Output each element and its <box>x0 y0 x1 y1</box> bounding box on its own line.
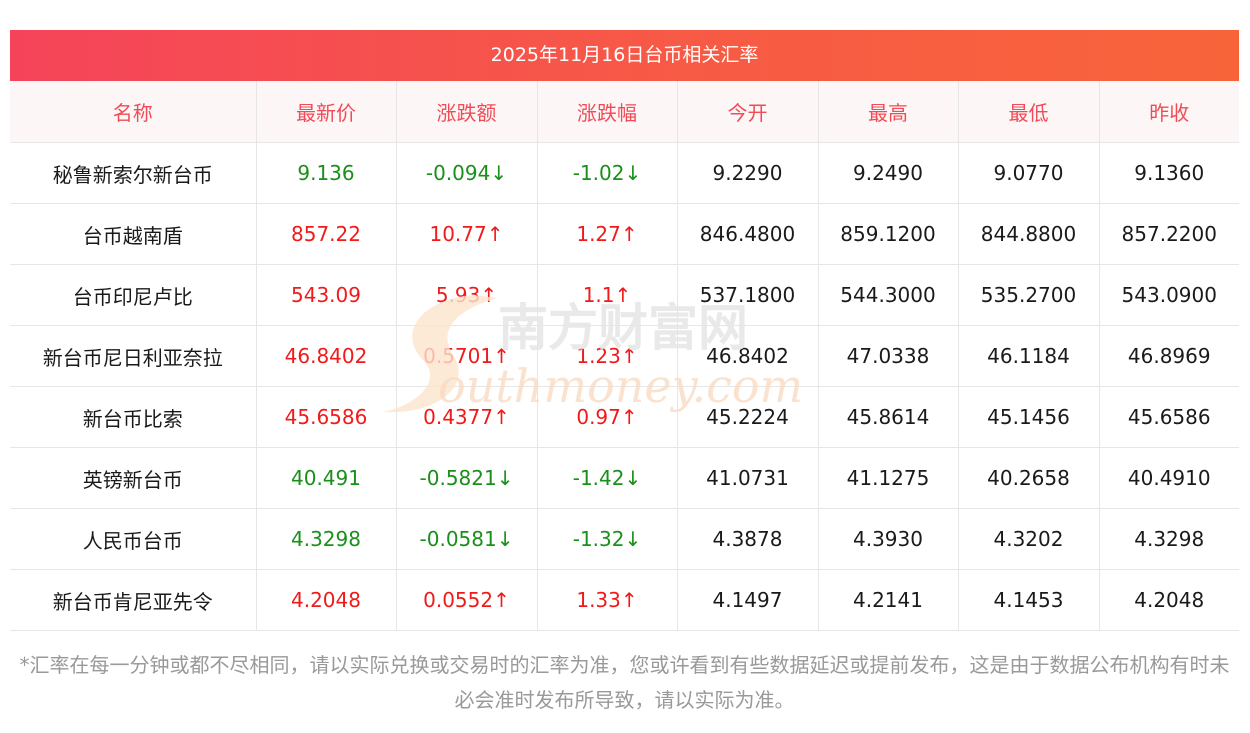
change-percent: 1.33↑ <box>537 569 678 631</box>
open-price: 45.2224 <box>677 386 819 448</box>
change-percent: -1.02↓ <box>537 142 678 204</box>
high-price: 4.3930 <box>818 508 959 570</box>
change-amount: 0.4377↑ <box>396 386 538 448</box>
change-amount: 0.0552↑ <box>396 569 538 631</box>
open-price: 846.4800 <box>677 203 819 265</box>
header-high: 最高 <box>818 81 959 143</box>
change-amount: -0.0581↓ <box>396 508 538 570</box>
high-price: 41.1275 <box>818 447 959 509</box>
change-amount: 10.77↑ <box>396 203 538 265</box>
header-latest: 最新价 <box>256 81 397 143</box>
prev-close: 40.4910 <box>1099 447 1239 509</box>
high-price: 9.2490 <box>818 142 959 204</box>
prev-close: 45.6586 <box>1099 386 1239 448</box>
low-price: 9.0770 <box>958 142 1100 204</box>
high-price: 544.3000 <box>818 264 959 326</box>
high-price: 47.0338 <box>818 325 959 387</box>
currency-pair-name: 英镑新台币 <box>10 447 257 509</box>
change-percent: 0.97↑ <box>537 386 678 448</box>
low-price: 535.2700 <box>958 264 1100 326</box>
open-price: 41.0731 <box>677 447 819 509</box>
currency-pair-name: 新台币尼日利亚奈拉 <box>10 325 257 387</box>
latest-price: 46.8402 <box>256 325 397 387</box>
table-title: 2025年11月16日台币相关汇率 <box>10 30 1239 81</box>
table-row: 台币越南盾 857.22 10.77↑ 1.27↑ 846.4800 859.1200 84… <box>10 203 1239 265</box>
header-change: 涨跌额 <box>396 81 538 143</box>
table-row: 新台币尼日利亚奈拉 46.8402 0.5701↑ 1.23↑ 46.8402 47.03… <box>10 325 1239 387</box>
change-amount: -0.5821↓ <box>396 447 538 509</box>
high-price: 859.1200 <box>818 203 959 265</box>
change-amount: -0.094↓ <box>396 142 538 204</box>
table-row: 新台币比索 45.6586 0.4377↑ 0.97↑ 45.2224 45.8614 45… <box>10 386 1239 448</box>
change-percent: 1.1↑ <box>537 264 678 326</box>
latest-price: 4.2048 <box>256 569 397 631</box>
table-row: 人民币台币 4.3298 -0.0581↓ -1.32↓ 4.3878 4.3930 4.3… <box>10 508 1239 570</box>
prev-close: 4.2048 <box>1099 569 1239 631</box>
open-price: 46.8402 <box>677 325 819 387</box>
latest-price: 543.09 <box>256 264 397 326</box>
currency-pair-name: 台币印尼卢比 <box>10 264 257 326</box>
change-percent: -1.42↓ <box>537 447 678 509</box>
low-price: 4.1453 <box>958 569 1100 631</box>
table-row: 秘鲁新索尔新台币 9.136 -0.094↓ -1.02↓ 9.2290 9.2490 9.… <box>10 142 1239 204</box>
high-price: 45.8614 <box>818 386 959 448</box>
header-low: 最低 <box>958 81 1100 143</box>
rate-table-container: 2025年11月16日台币相关汇率 名称 最新价 涨跌额 涨跌幅 今开 最高 最… <box>10 30 1239 631</box>
table-row: 台币印尼卢比 543.09 5.93↑ 1.1↑ 537.1800 544.3000 535… <box>10 264 1239 326</box>
currency-pair-name: 新台币肯尼亚先令 <box>10 569 257 631</box>
latest-price: 857.22 <box>256 203 397 265</box>
prev-close: 4.3298 <box>1099 508 1239 570</box>
change-amount: 0.5701↑ <box>396 325 538 387</box>
table-header-row: 名称 最新价 涨跌额 涨跌幅 今开 最高 最低 昨收 <box>10 81 1239 143</box>
disclaimer-note: *汇率在每一分钟或都不尽相同，请以实际兑换或交易时的汇率为准，您或许看到有些数据… <box>19 653 1230 712</box>
low-price: 46.1184 <box>958 325 1100 387</box>
prev-close: 543.0900 <box>1099 264 1239 326</box>
low-price: 844.8800 <box>958 203 1100 265</box>
prev-close: 9.1360 <box>1099 142 1239 204</box>
latest-price: 40.491 <box>256 447 397 509</box>
change-percent: 1.27↑ <box>537 203 678 265</box>
currency-pair-name: 新台币比索 <box>10 386 257 448</box>
currency-pair-name: 秘鲁新索尔新台币 <box>10 142 257 204</box>
open-price: 4.1497 <box>677 569 819 631</box>
change-amount: 5.93↑ <box>396 264 538 326</box>
low-price: 40.2658 <box>958 447 1100 509</box>
open-price: 9.2290 <box>677 142 819 204</box>
currency-pair-name: 台币越南盾 <box>10 203 257 265</box>
latest-price: 45.6586 <box>256 386 397 448</box>
table-row: 新台币肯尼亚先令 4.2048 0.0552↑ 1.33↑ 4.1497 4.2141 4.… <box>10 569 1239 631</box>
header-prev-close: 昨收 <box>1099 81 1239 143</box>
change-percent: -1.32↓ <box>537 508 678 570</box>
header-change-pct: 涨跌幅 <box>537 81 678 143</box>
table-row: 英镑新台币 40.491 -0.5821↓ -1.42↓ 41.0731 41.1275 4… <box>10 447 1239 509</box>
open-price: 4.3878 <box>677 508 819 570</box>
header-open: 今开 <box>677 81 819 143</box>
open-price: 537.1800 <box>677 264 819 326</box>
low-price: 45.1456 <box>958 386 1100 448</box>
header-name: 名称 <box>10 81 257 143</box>
prev-close: 46.8969 <box>1099 325 1239 387</box>
currency-pair-name: 人民币台币 <box>10 508 257 570</box>
change-percent: 1.23↑ <box>537 325 678 387</box>
prev-close: 857.2200 <box>1099 203 1239 265</box>
high-price: 4.2141 <box>818 569 959 631</box>
exchange-rate-table: 名称 最新价 涨跌额 涨跌幅 今开 最高 最低 昨收 秘鲁新索尔新台币 9.136… <box>10 81 1239 631</box>
low-price: 4.3202 <box>958 508 1100 570</box>
latest-price: 9.136 <box>256 142 397 204</box>
latest-price: 4.3298 <box>256 508 397 570</box>
